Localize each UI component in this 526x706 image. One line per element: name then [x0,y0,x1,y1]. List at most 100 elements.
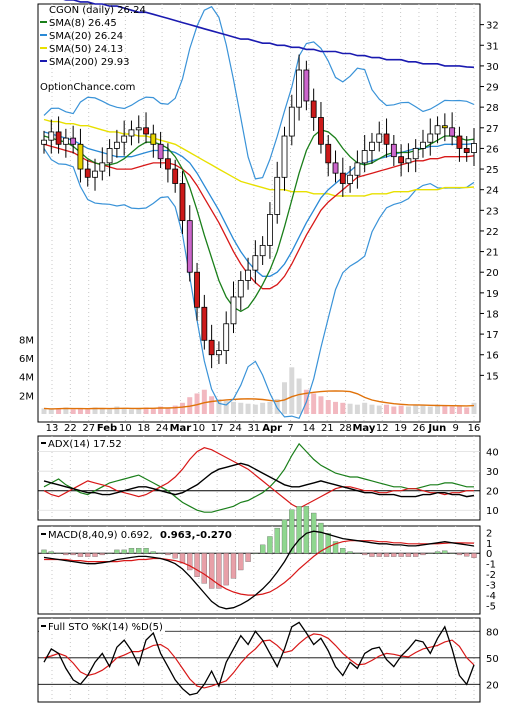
macd-axis-label-1: 1 [486,539,492,550]
macd-histogram-bar [420,553,426,556]
macd-histogram-bar [70,553,76,556]
candle-body [303,69,310,102]
candle-body [267,214,273,246]
macd-histogram-bar [434,551,441,554]
adx-axis-label-20: 20 [486,487,499,498]
volume-bar [456,405,462,414]
candle-body [288,106,295,137]
macd-histogram-bar [121,549,127,554]
macd-histogram-bar [77,553,84,557]
price-axis-label-20: 20 [486,268,499,279]
volume-bar [85,409,91,414]
candle-body [172,168,179,184]
x-axis-label-27: 27 [82,423,95,434]
candle-body [252,255,259,271]
sto-label: Full STO %K(14) %D(5) [48,622,163,633]
sma50-line [43,118,475,197]
candle-body [216,350,222,356]
macd-histogram-bar [55,553,62,554]
adx-axis-label-30: 30 [486,467,499,478]
macd-histogram-bar [413,553,419,557]
legend-entry-2: SMA(20) 26.24 [49,31,123,42]
macd-histogram-bar [128,548,135,554]
candle-body [347,174,354,184]
price-axis-label-32: 32 [486,21,499,32]
adx-plus-di-line [43,442,474,513]
price-axis-label-18: 18 [486,309,499,320]
macd-histogram-bar [289,509,295,554]
price-axis-label-25: 25 [486,165,499,176]
macd-label: MACD(8,40,9) 0.692, [48,530,153,541]
macd-panel-frame [37,525,481,615]
candle-body [106,148,113,164]
bollinger-upper-line [43,5,475,180]
x-axis-label-16: 16 [468,423,481,434]
volume-bar [289,367,295,414]
candle-body [135,127,142,131]
price-axis-label-21: 21 [486,248,499,259]
legend-entry-3: SMA(50) 24.13 [49,44,123,55]
x-axis-label-18: 18 [137,423,150,434]
volume-bar [296,378,302,414]
macd-histogram-bar [362,553,368,556]
x-axis-label-Mar: Mar [170,423,192,434]
volume-bar [209,396,215,414]
candle-body [201,306,208,341]
x-axis-label-17: 17 [211,423,224,434]
x-axis-label-22: 22 [64,423,77,434]
volume-bar [48,409,54,414]
volume-bar [318,396,324,414]
volume-bar [150,408,156,414]
candle-body [237,280,244,298]
volume-bar [274,399,280,414]
macd-histogram-bar [143,548,149,554]
macd-histogram-bar [223,553,229,586]
volume-bar [333,401,339,414]
macd-histogram-bar [325,532,331,554]
macd-axis-label--3: -3 [486,581,496,592]
price-axis-label-19: 19 [486,289,499,300]
macd-histogram-bar [296,506,302,554]
x-axis-label-7: 7 [287,423,293,434]
price-axis-label-28: 28 [486,103,499,114]
x-axis-label-Jun: Jun [427,423,446,434]
macd-histogram-bar [427,553,433,554]
candle-body [99,162,106,172]
price-axis-label-15: 15 [486,371,499,382]
volume-bar [136,408,142,414]
volume-bar [282,382,288,414]
price-axis-label-26: 26 [486,144,499,155]
volume-bar [405,406,411,414]
candle-body [62,137,69,145]
volume-bar [41,408,47,414]
candle-body [143,127,149,135]
candle-body [318,117,324,145]
macd-histogram-bar [252,553,259,554]
volume-axis-label-6M: 6M [19,354,34,365]
sma200-line [63,0,475,69]
volume-bar [114,406,120,414]
sto-k-line [43,621,475,696]
x-axis-label-12: 12 [376,423,389,434]
volume-bar [56,408,62,414]
macd-histogram-bar [157,553,164,554]
volume-bar [230,401,236,414]
candle-body [325,143,332,164]
macd-histogram-bar [274,527,280,554]
candle-body [70,137,77,145]
macd-signal-value: 0.963, [160,530,195,541]
adx-axis-label-10: 10 [486,506,499,517]
candle-body [369,141,375,151]
macd-histogram-bar [41,549,47,554]
candle-body [164,158,171,170]
macd-histogram-bar [405,553,412,557]
volume-bar [194,393,200,414]
macd-histogram-bar [471,553,477,558]
volume-bar [107,409,113,414]
candle-body [128,129,135,137]
volume-axis-label-8M: 8M [19,335,34,346]
macd-histogram-bar [136,548,142,554]
candle-body [179,183,186,222]
